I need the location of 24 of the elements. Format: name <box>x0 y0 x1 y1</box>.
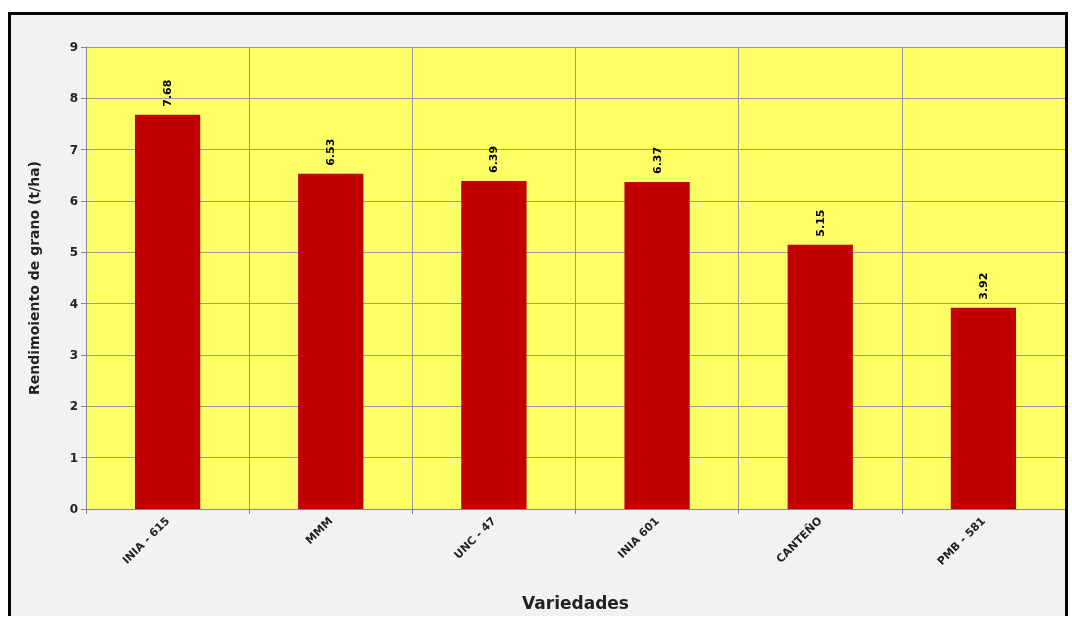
y-tick-label: 9 <box>69 40 78 54</box>
data-label: 6.39 <box>487 145 501 173</box>
y-tick-label: 3 <box>69 348 78 362</box>
y-tick-label: 6 <box>69 194 78 208</box>
bar <box>134 114 201 509</box>
x-axis-title: Variedades <box>522 592 629 613</box>
y-tick-label: 0 <box>69 502 78 516</box>
y-tick-label: 1 <box>69 450 78 465</box>
bar <box>461 180 527 509</box>
y-tick-label: 2 <box>69 399 78 414</box>
bar <box>298 173 364 509</box>
data-label: 6.53 <box>324 138 338 166</box>
data-label: 5.15 <box>813 209 827 237</box>
data-label: 7.68 <box>161 79 175 107</box>
data-label: 3.92 <box>976 272 990 300</box>
bar <box>950 307 1017 509</box>
bar <box>624 182 690 509</box>
y-axis-title: Rendimoiento de grano (t/ha) <box>26 161 42 395</box>
bar <box>787 244 853 509</box>
y-tick-label: 7 <box>69 142 78 157</box>
data-label: 6.37 <box>650 146 664 175</box>
y-tick-label: 5 <box>69 245 78 260</box>
y-tick-label: 8 <box>69 91 78 106</box>
y-tick-label: 4 <box>69 296 78 311</box>
